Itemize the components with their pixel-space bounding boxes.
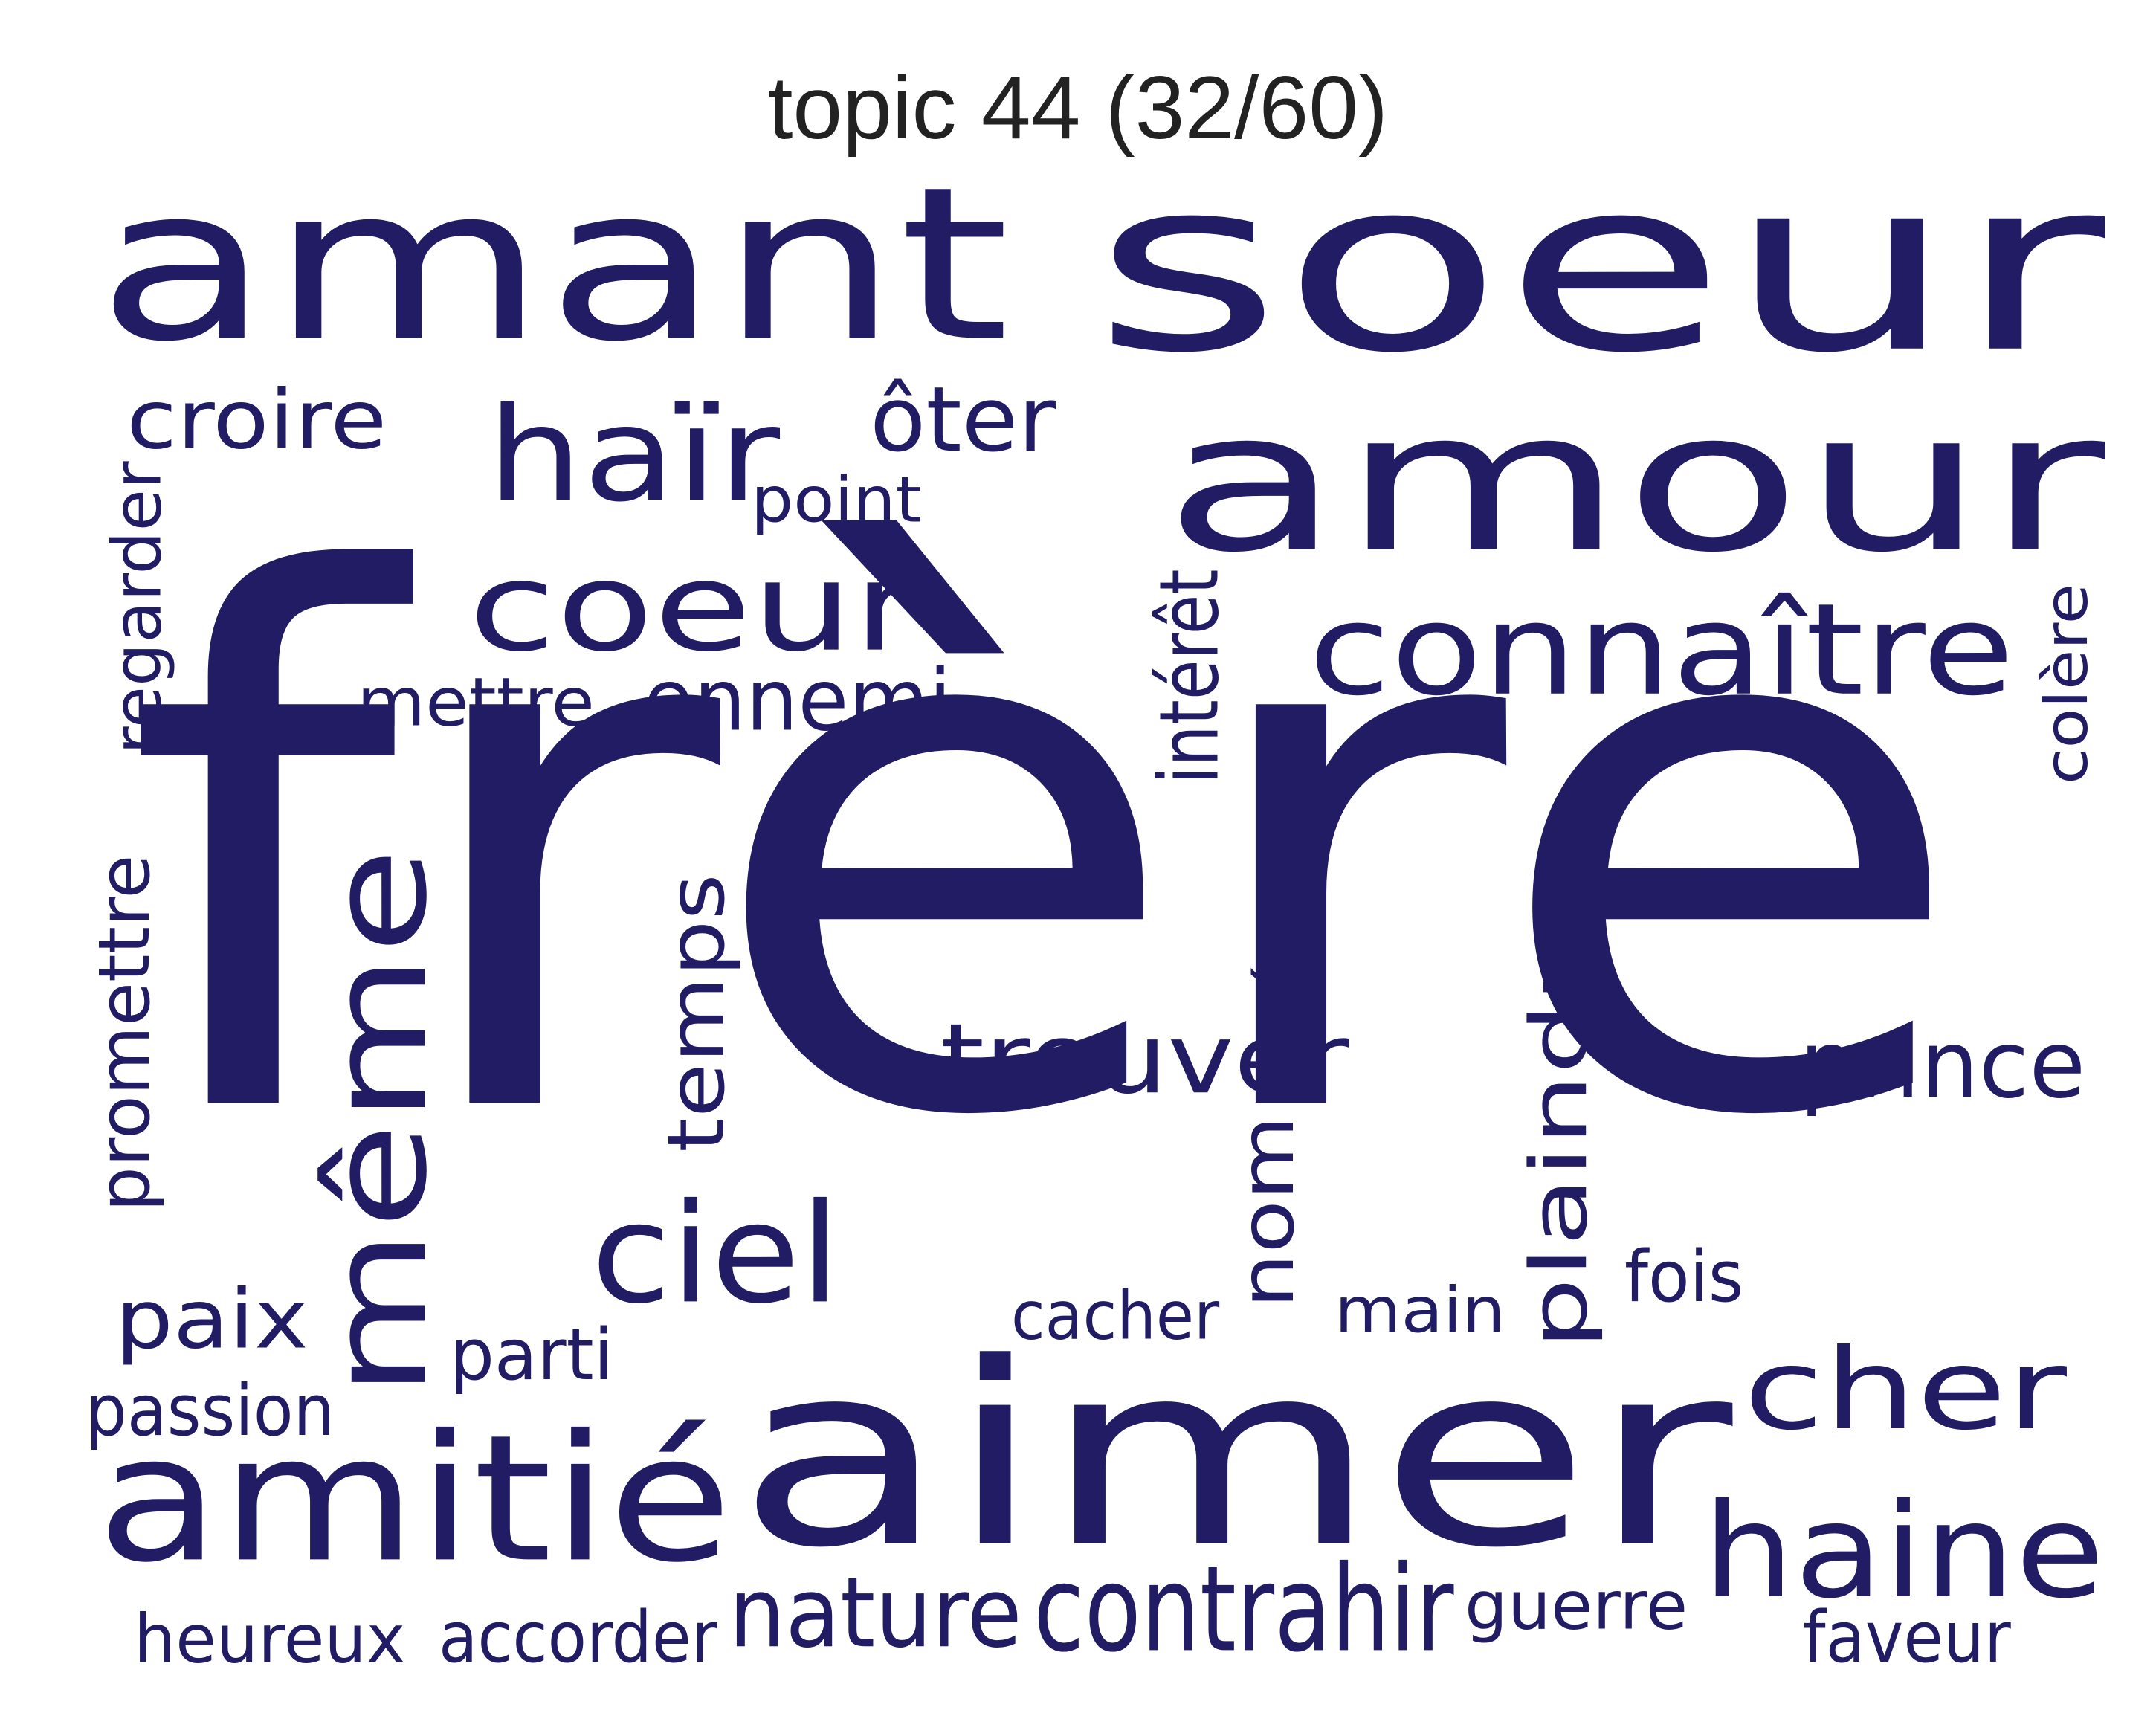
word-main: main bbox=[1334, 1273, 1505, 1347]
word-point: point bbox=[751, 462, 923, 537]
word-ennemi: ennemi bbox=[643, 650, 952, 751]
word-hair: haïr bbox=[487, 378, 781, 531]
word-aimer: aimer bbox=[736, 1308, 1733, 1604]
word-meme: même bbox=[300, 848, 457, 1398]
word-parti: parti bbox=[450, 1313, 613, 1396]
word-soeur: soeur bbox=[1093, 127, 2105, 406]
word-amitie: amitié bbox=[97, 1396, 732, 1601]
word-nom: nom bbox=[1224, 1115, 1311, 1309]
word-amant: amant bbox=[97, 141, 1010, 389]
word-paix: paix bbox=[115, 1271, 309, 1367]
word-contrahir: contrahir bbox=[1033, 1539, 1454, 1679]
word-cacher: cacher bbox=[1011, 1276, 1220, 1355]
word-fois: fois bbox=[1624, 1235, 1744, 1318]
word-guerre: guerre bbox=[1465, 1566, 1688, 1645]
word-heureux: heureux bbox=[134, 1599, 406, 1679]
word-regarder: regarder bbox=[97, 461, 177, 755]
word-ciel: ciel bbox=[591, 1173, 841, 1335]
word-coeur: coeur bbox=[468, 535, 919, 680]
word-passion: passion bbox=[85, 1369, 335, 1452]
word-faveur: faveur bbox=[1803, 1596, 2011, 1679]
word-trouver: trouver bbox=[940, 1002, 1349, 1116]
word-cher: cher bbox=[1743, 1324, 2067, 1455]
word-temps: temps bbox=[651, 874, 743, 1152]
word-prince: prince bbox=[1799, 1010, 2086, 1119]
word-colere: colère bbox=[2031, 584, 2102, 784]
word-mettre: mettre bbox=[357, 662, 595, 742]
word-croire: croire bbox=[126, 372, 387, 468]
word-accorder: accorder bbox=[439, 1596, 717, 1679]
word-epouser: épouser bbox=[1243, 732, 1314, 1000]
word-frere: frère bbox=[123, 425, 1971, 1278]
word-haine: haine bbox=[1702, 1475, 2105, 1627]
word-plaindre: plaindre bbox=[1513, 888, 1605, 1349]
word-amour: amour bbox=[1163, 369, 2105, 596]
word-oter: ôter bbox=[870, 367, 1056, 472]
chart-title: topic 44 (32/60) bbox=[768, 58, 1388, 158]
word-promettre: promettre bbox=[83, 854, 166, 1212]
word-interet: intérêt bbox=[1141, 569, 1237, 784]
word-nature: nature bbox=[729, 1556, 1022, 1670]
word-connaitre: connaître bbox=[1308, 575, 2015, 724]
